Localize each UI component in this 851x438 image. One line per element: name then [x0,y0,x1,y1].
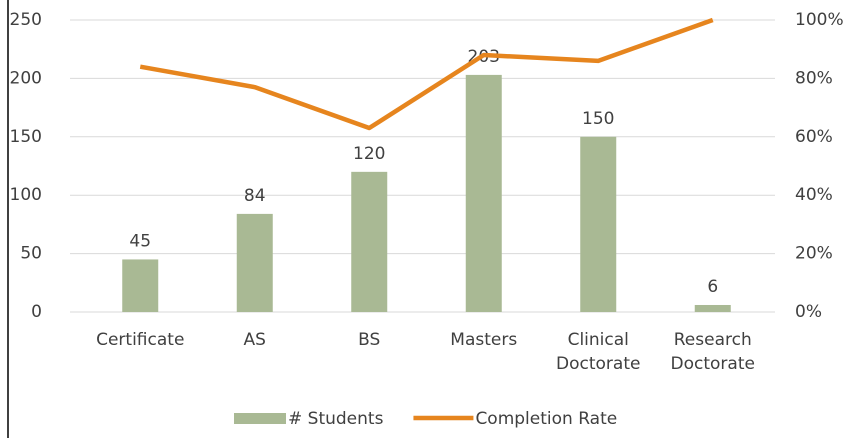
x-tick-label-line: Doctorate [671,354,755,374]
x-tick-label-line: Research [674,330,752,350]
legend-label: Completion Rate [475,409,617,429]
x-tick-label: AS [244,330,266,350]
bar [351,171,388,312]
data-label: 120 [353,144,385,164]
x-tick-label-line: Clinical [568,330,629,350]
y-tick-label: 200 [10,68,42,88]
y-tick-label: 150 [10,127,42,147]
line [139,17,714,131]
x-tick-label: Research Doctorate [671,330,755,374]
y2-tick-label: 100% [795,10,844,30]
bar [122,259,159,312]
data-label: 45 [129,231,151,251]
bar [465,74,502,312]
y-tick-label: 250 [10,10,42,30]
y-tick-label: 100 [10,185,42,205]
legend-swatch [234,413,286,424]
x-tick-label: Masters [450,330,517,350]
y2-tick-label: 80% [795,68,833,88]
bar [694,304,731,312]
x-tick-label: BS [358,330,380,350]
x-tick-label: Clinical Doctorate [556,330,640,374]
data-label: 84 [244,186,266,206]
y2-tick-label: 40% [795,185,833,205]
data-label: 6 [707,277,718,297]
bar [580,136,617,312]
y-tick-label: 0 [31,302,42,322]
x-tick-label-line: Doctorate [556,354,640,374]
x-tick-label: Certificate [96,330,184,350]
y2-tick-label: 0% [795,302,822,322]
data-label: 150 [582,109,614,129]
y2-tick-label: 20% [795,244,833,264]
y-tick-label: 50 [20,244,42,264]
bar [236,213,273,312]
legend-label: # Students [288,409,384,429]
y2-tick-label: 60% [795,127,833,147]
